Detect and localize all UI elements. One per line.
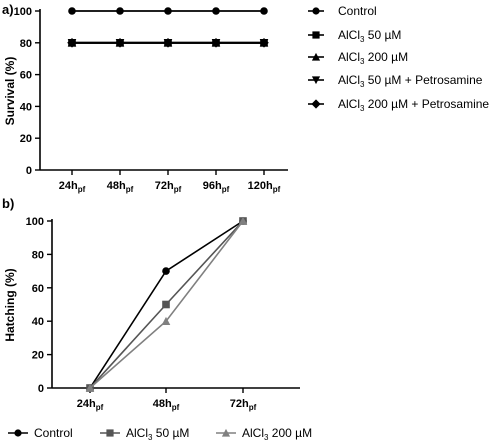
legend-item-alcl3-50-m: AlCl3 50 µM — [100, 426, 189, 442]
x-tick-label: 120hpf — [248, 180, 281, 194]
data-point-control — [212, 7, 220, 15]
y-tick-label: 20 — [20, 133, 32, 145]
legend-label: Control — [338, 4, 377, 18]
hatching-axes: 0 20 40 60 80 100 24hpf 48hpf 72hpf — [26, 216, 300, 412]
data-point-alcl3-200-m-petrosamine — [115, 38, 125, 48]
panel-a-label: a) — [2, 2, 14, 17]
legend-marker — [106, 429, 114, 437]
data-point-alcl3-200-m-petrosamine — [211, 38, 221, 48]
x-tick-label: 24hpf — [59, 180, 86, 194]
data-point-alcl3-200-m-petrosamine — [163, 38, 173, 48]
survival-y-axis-label: Survival (%) — [3, 57, 17, 126]
data-point-control — [164, 7, 172, 15]
legend-item-alcl3-200-m: AlCl3 200 µM — [216, 426, 312, 442]
legend-label: AlCl3 50 µM — [126, 426, 189, 442]
y-tick-label: 40 — [20, 101, 32, 113]
legend-marker — [14, 429, 22, 437]
hatching-series — [85, 216, 248, 392]
y-tick-label: 20 — [32, 350, 44, 362]
y-tick-label: 0 — [26, 165, 32, 177]
survival-chart: a) Survival (%) 0 20 40 60 80 100 24hpf 48hpf 72… — [2, 2, 489, 194]
legend-item-alcl3-200-m-petrosamine: AlCl3 200 µM + Petrosamine — [308, 97, 489, 113]
legend-marker — [311, 76, 321, 85]
data-point-alcl3-200-m-petrosamine — [259, 38, 269, 48]
legend-label: AlCl3 200 µM — [338, 50, 408, 66]
y-tick-label: 60 — [20, 70, 32, 82]
x-tick-label: 72hpf — [230, 398, 257, 412]
x-tick-label: 48hpf — [107, 180, 134, 194]
hatching-chart: b) Hatching (%) 0 20 40 60 80 100 24hpf 48hpf 72… — [2, 196, 312, 442]
series-control — [68, 7, 268, 15]
series-alcl3-50-m — [86, 217, 247, 392]
y-tick-label: 60 — [32, 283, 44, 295]
data-point-alcl3-200-m-petrosamine — [67, 38, 77, 48]
data-point-control — [68, 7, 76, 15]
data-point-control — [260, 7, 268, 15]
x-tick-label: 24hpf — [77, 398, 104, 412]
legend-item-alcl3-200-m: AlCl3 200 µM — [308, 50, 408, 66]
survival-legend: Control AlCl3 50 µM AlCl3 200 µM AlCl3 50 µ… — [308, 4, 489, 113]
legend-item-control: Control — [8, 426, 73, 440]
hatching-y-axis-label: Hatching (%) — [3, 268, 17, 341]
series-alcl3-200-m-petrosamine — [67, 38, 269, 48]
data-point-control — [162, 267, 170, 275]
legend-marker — [221, 428, 231, 437]
panel-b-label: b) — [2, 196, 14, 211]
data-point-alcl3-200-m — [85, 383, 95, 392]
legend-marker — [312, 7, 320, 15]
legend-item-alcl3-50-m: AlCl3 50 µM — [308, 28, 401, 44]
hatching-legend: Control AlCl3 50 µM AlCl3 200 µM — [8, 426, 312, 442]
legend-label: Control — [34, 426, 73, 440]
x-tick-label: 48hpf — [153, 398, 180, 412]
y-tick-label: 100 — [14, 6, 32, 18]
legend-marker — [311, 99, 321, 109]
y-tick-label: 40 — [32, 316, 44, 328]
survival-series — [67, 7, 269, 48]
series-alcl3-200-m — [85, 216, 248, 392]
legend-label: AlCl3 200 µM — [242, 426, 312, 442]
data-point-control — [116, 7, 124, 15]
legend-marker — [312, 31, 320, 39]
y-tick-label: 0 — [38, 383, 44, 395]
legend-item-control: Control — [308, 4, 377, 18]
legend-label: AlCl3 50 µM + Petrosamine — [338, 73, 483, 89]
legend-marker — [311, 52, 321, 61]
x-tick-label: 96hpf — [203, 180, 230, 194]
y-tick-label: 80 — [20, 38, 32, 50]
x-tick-label: 72hpf — [155, 180, 182, 194]
legend-label: AlCl3 50 µM — [338, 28, 401, 44]
y-tick-label: 100 — [26, 216, 44, 228]
data-point-alcl3-200-m — [161, 316, 171, 325]
data-point-alcl3-200-m — [238, 216, 248, 225]
legend-label: AlCl3 200 µM + Petrosamine — [338, 97, 489, 113]
y-tick-label: 80 — [32, 249, 44, 261]
survival-axes: 0 20 40 60 80 100 24hpf 48hpf 72hpf 96hpf 120hpf — [14, 6, 288, 194]
legend-item-alcl3-50-m-petrosamine: AlCl3 50 µM + Petrosamine — [308, 73, 483, 89]
data-point-alcl3-50-m — [162, 300, 170, 309]
